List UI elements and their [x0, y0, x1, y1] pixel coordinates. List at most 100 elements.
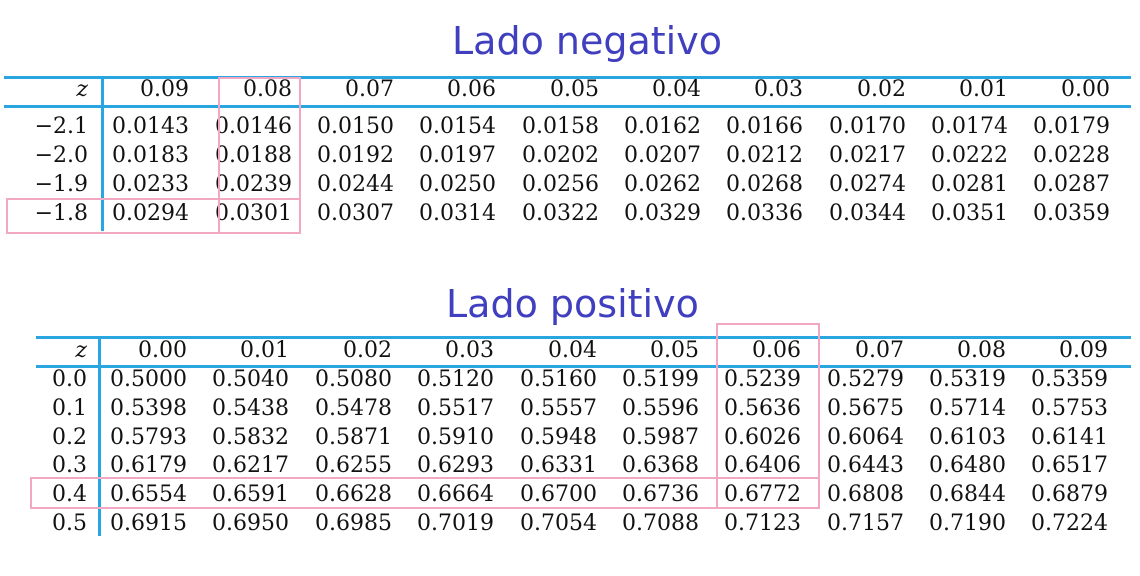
negative-table-cell: 0.0307 [317, 201, 394, 226]
positive-table-title: Lado positivo [446, 282, 699, 326]
positive-table-cell: 0.6406 [724, 453, 801, 478]
positive-table-cell: 0.7190 [929, 511, 1006, 536]
positive-table-cell: 0.6141 [1031, 425, 1108, 450]
negative-table-cell: 0.0287 [1033, 172, 1110, 197]
negative-column-header: 0.02 [857, 77, 906, 102]
positive-table-cell: 0.7224 [1031, 511, 1108, 536]
positive-top-rule [36, 336, 1131, 339]
negative-column-header: 0.01 [959, 77, 1008, 102]
negative-column-header: 0.08 [243, 77, 292, 102]
positive-table-cell: 0.6628 [315, 482, 392, 507]
negative-table-cell: 0.0179 [1033, 114, 1110, 139]
positive-table-cell: 0.6700 [520, 482, 597, 507]
negative-table-cell: 0.0222 [931, 143, 1008, 168]
positive-table-cell: 0.6879 [1031, 482, 1108, 507]
positive-table-cell: 0.6591 [212, 482, 289, 507]
negative-table-cell: 0.0301 [215, 201, 292, 226]
positive-table-cell: 0.6443 [827, 453, 904, 478]
negative-z-divider [101, 76, 104, 231]
negative-top-rule [4, 76, 1131, 79]
positive-row-z-value: 0.3 [52, 453, 87, 478]
positive-table-cell: 0.7123 [724, 511, 801, 536]
negative-table-cell: 0.0217 [829, 143, 906, 168]
positive-table-cell: 0.6736 [622, 482, 699, 507]
negative-table-cell: 0.0250 [419, 172, 496, 197]
positive-table-cell: 0.6915 [110, 511, 187, 536]
positive-table-cell: 0.5239 [724, 367, 801, 392]
positive-z-divider [98, 336, 101, 536]
negative-row-z-value: −1.9 [34, 172, 88, 197]
positive-table-cell: 0.6064 [827, 425, 904, 450]
negative-table-cell: 0.0344 [829, 201, 906, 226]
negative-table-cell: 0.0166 [726, 114, 803, 139]
positive-header-z-label: z [75, 338, 87, 363]
negative-table-cell: 0.0351 [931, 201, 1008, 226]
negative-table-cell: 0.0158 [522, 114, 599, 139]
positive-table-cell: 0.5080 [315, 367, 392, 392]
positive-table-cell: 0.6331 [520, 453, 597, 478]
negative-column-header: 0.06 [447, 77, 496, 102]
positive-row-z-value: 0.4 [52, 482, 87, 507]
negative-column-header: 0.03 [754, 77, 803, 102]
positive-table-cell: 0.5517 [417, 396, 494, 421]
positive-table-cell: 0.6026 [724, 425, 801, 450]
positive-column-header: 0.03 [445, 338, 494, 363]
negative-table-cell: 0.0336 [726, 201, 803, 226]
positive-table-cell: 0.5871 [315, 425, 392, 450]
positive-column-header: 0.09 [1059, 338, 1108, 363]
positive-column-header: 0.00 [138, 338, 187, 363]
positive-table-cell: 0.6179 [110, 453, 187, 478]
positive-table-cell: 0.5987 [622, 425, 699, 450]
negative-table-cell: 0.0329 [624, 201, 701, 226]
negative-table-cell: 0.0162 [624, 114, 701, 139]
positive-table-cell: 0.5160 [520, 367, 597, 392]
negative-table-cell: 0.0256 [522, 172, 599, 197]
positive-column-header: 0.05 [650, 338, 699, 363]
negative-table-cell: 0.0262 [624, 172, 701, 197]
positive-table-cell: 0.7157 [827, 511, 904, 536]
positive-column-header: 0.01 [240, 338, 289, 363]
negative-table-cell: 0.0197 [419, 143, 496, 168]
negative-table-cell: 0.0202 [522, 143, 599, 168]
negative-table-cell: 0.0143 [112, 114, 189, 139]
negative-column-header: 0.07 [345, 77, 394, 102]
negative-column-header: 0.05 [550, 77, 599, 102]
negative-table-cell: 0.0274 [829, 172, 906, 197]
negative-table-cell: 0.0322 [522, 201, 599, 226]
positive-table-cell: 0.5120 [417, 367, 494, 392]
positive-table-cell: 0.6293 [417, 453, 494, 478]
positive-table-cell: 0.6772 [724, 482, 801, 507]
negative-column-header: 0.00 [1061, 77, 1110, 102]
positive-table-cell: 0.5359 [1031, 367, 1108, 392]
negative-table-cell: 0.0314 [419, 201, 496, 226]
positive-table-cell: 0.5398 [110, 396, 187, 421]
negative-row-z-value: −2.0 [34, 143, 88, 168]
negative-table-cell: 0.0183 [112, 143, 189, 168]
positive-table-cell: 0.6554 [110, 482, 187, 507]
positive-table-cell: 0.5636 [724, 396, 801, 421]
positive-column-header: 0.02 [343, 338, 392, 363]
negative-table-cell: 0.0294 [112, 201, 189, 226]
positive-table-cell: 0.5557 [520, 396, 597, 421]
negative-row-z-value: −1.8 [34, 201, 88, 226]
negative-table-cell: 0.0154 [419, 114, 496, 139]
positive-column-header: 0.04 [548, 338, 597, 363]
negative-table-title: Lado negativo [452, 19, 722, 63]
positive-table-cell: 0.5478 [315, 396, 392, 421]
negative-table-cell: 0.0212 [726, 143, 803, 168]
positive-highlight-row-box [30, 477, 820, 509]
negative-table-cell: 0.0207 [624, 143, 701, 168]
negative-row-z-value: −2.1 [34, 114, 88, 139]
positive-column-header: 0.08 [957, 338, 1006, 363]
positive-table-cell: 0.5753 [1031, 396, 1108, 421]
positive-header-rule [36, 365, 1131, 368]
positive-row-z-value: 0.2 [52, 425, 87, 450]
positive-row-z-value: 0.5 [52, 511, 87, 536]
negative-table-cell: 0.0268 [726, 172, 803, 197]
positive-table-cell: 0.5319 [929, 367, 1006, 392]
positive-table-cell: 0.6103 [929, 425, 1006, 450]
negative-table-cell: 0.0170 [829, 114, 906, 139]
negative-column-header: 0.04 [652, 77, 701, 102]
negative-table-cell: 0.0359 [1033, 201, 1110, 226]
negative-table-cell: 0.0150 [317, 114, 394, 139]
